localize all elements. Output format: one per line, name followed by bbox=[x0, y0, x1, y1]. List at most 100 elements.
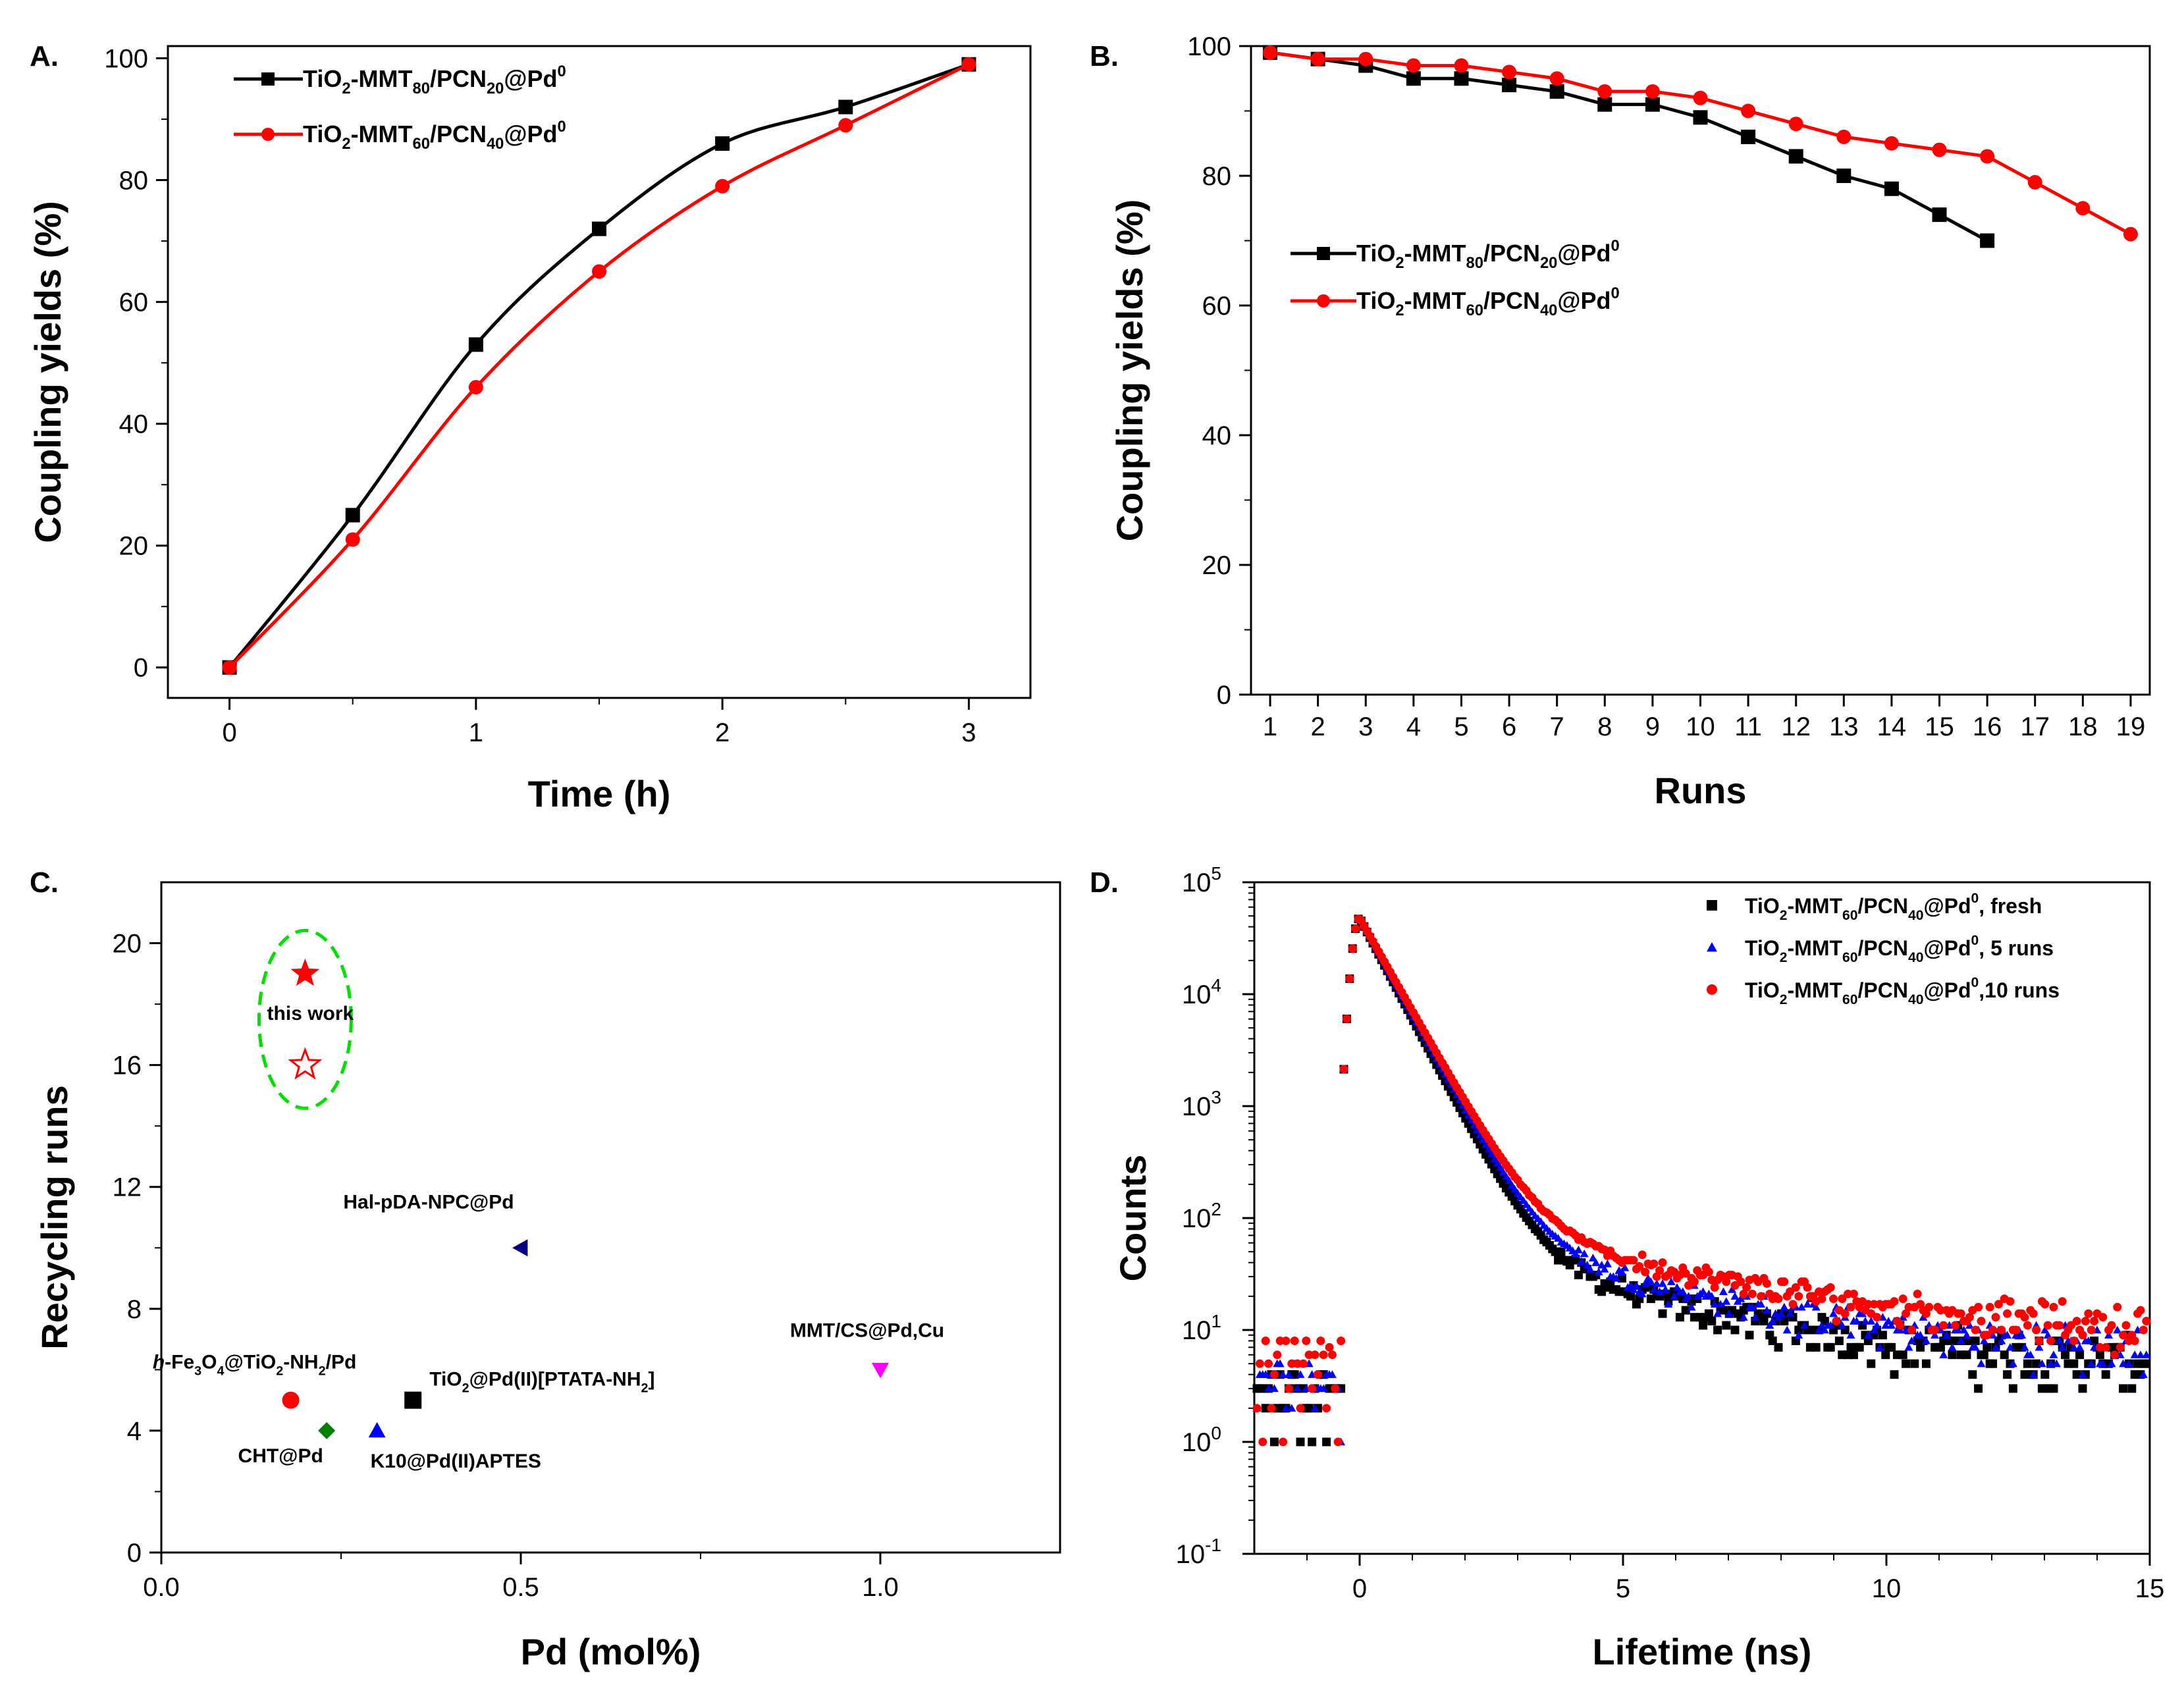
decay-point bbox=[1988, 1359, 1998, 1368]
decay-point bbox=[1591, 1258, 1601, 1266]
decay-point bbox=[2043, 1331, 2052, 1339]
decay-point bbox=[1855, 1342, 1864, 1352]
y-axis-title: Counts bbox=[1112, 1155, 1154, 1282]
decay-point bbox=[1791, 1283, 1800, 1292]
decay-point bbox=[1617, 1273, 1626, 1283]
x-tick-label: 19 bbox=[2116, 712, 2146, 741]
decay-point bbox=[1916, 1342, 1925, 1352]
decay-point bbox=[2008, 1384, 2017, 1393]
decay-point bbox=[1327, 1370, 1337, 1378]
decay-point bbox=[1921, 1359, 1931, 1368]
decay-point bbox=[1800, 1321, 1809, 1329]
decay-point bbox=[1557, 1247, 1566, 1256]
y-tick-label: 12 bbox=[113, 1173, 142, 1202]
point-label: Hal-pDA-NPC@Pd bbox=[343, 1191, 514, 1213]
x-tick-label: 14 bbox=[1877, 712, 1907, 741]
decay-point bbox=[2095, 1350, 2104, 1360]
y-tick-label: 8 bbox=[127, 1295, 142, 1324]
decay-point bbox=[1881, 1321, 1890, 1329]
decay-point bbox=[1620, 1263, 1630, 1271]
data-point bbox=[1502, 78, 1517, 93]
decay-point bbox=[1635, 1262, 1644, 1271]
decay-point bbox=[1979, 1336, 1988, 1344]
decay-point bbox=[1279, 1437, 1288, 1447]
decay-point bbox=[1811, 1302, 1821, 1311]
decay-point bbox=[2078, 1370, 2087, 1378]
decay-point bbox=[1577, 1257, 1586, 1265]
decay-point bbox=[2023, 1359, 2032, 1368]
legend-label: TiO2-MMT60/PCN40@Pd0 bbox=[1356, 284, 1620, 319]
decay-point bbox=[2049, 1384, 2058, 1393]
decay-point bbox=[1710, 1300, 1719, 1308]
decay-point bbox=[2006, 1342, 2015, 1351]
decay-point bbox=[2055, 1321, 2064, 1330]
decay-point bbox=[1950, 1336, 1959, 1345]
decay-point bbox=[2142, 1359, 2151, 1368]
decay-point bbox=[1594, 1267, 1603, 1276]
data-point bbox=[345, 508, 360, 523]
decay-point bbox=[1910, 1359, 1919, 1368]
decay-point bbox=[2017, 1331, 2027, 1339]
decay-point bbox=[2113, 1325, 2122, 1334]
decay-point bbox=[1956, 1336, 1965, 1344]
decay-point bbox=[1948, 1342, 1957, 1351]
decay-point bbox=[1626, 1292, 1636, 1301]
decay-point bbox=[2139, 1325, 2148, 1335]
data-point bbox=[592, 264, 606, 279]
decay-point bbox=[1675, 1313, 1684, 1322]
decay-point bbox=[1649, 1260, 1659, 1269]
decay-point bbox=[1834, 1336, 1844, 1345]
data-point bbox=[1836, 169, 1851, 183]
decay-point bbox=[2043, 1321, 2052, 1330]
x-tick-label: 16 bbox=[1973, 712, 2002, 741]
decay-point bbox=[1838, 1321, 1847, 1329]
decay-point bbox=[2008, 1359, 2017, 1368]
decay-point bbox=[1902, 1359, 1911, 1368]
decay-point bbox=[1913, 1289, 1922, 1298]
decay-point bbox=[2061, 1350, 2070, 1360]
decay-point bbox=[2040, 1325, 2050, 1334]
decay-point bbox=[2035, 1342, 2044, 1351]
decay-point bbox=[1881, 1350, 1890, 1360]
decay-point bbox=[1629, 1256, 1638, 1265]
y-tick-label: 102 bbox=[1182, 1199, 1221, 1233]
y-tick-label: 40 bbox=[119, 410, 149, 439]
decay-point bbox=[1817, 1321, 1826, 1329]
decay-point bbox=[1916, 1331, 1925, 1339]
decay-point bbox=[1655, 1287, 1665, 1295]
decay-point bbox=[2116, 1342, 2125, 1352]
decay-point bbox=[1739, 1289, 1748, 1298]
decay-point bbox=[1948, 1350, 1957, 1360]
decay-point bbox=[1269, 1370, 1279, 1379]
x-tick-label: 3 bbox=[961, 718, 976, 747]
x-tick-label: 0 bbox=[1352, 1574, 1367, 1603]
decay-point bbox=[1351, 924, 1360, 934]
decay-point bbox=[2127, 1384, 2137, 1393]
decay-point bbox=[2032, 1325, 2041, 1335]
decay-point bbox=[1252, 1404, 1262, 1413]
decay-point bbox=[1322, 1404, 1331, 1413]
decay-point bbox=[1904, 1342, 1913, 1351]
decay-point bbox=[1585, 1265, 1595, 1273]
decay-point bbox=[1921, 1336, 1931, 1344]
decay-point bbox=[2081, 1317, 2090, 1326]
x-tick-label: 9 bbox=[1645, 712, 1660, 741]
decay-point bbox=[1757, 1300, 1766, 1308]
decay-point bbox=[1296, 1404, 1305, 1413]
data-point bbox=[872, 1362, 889, 1379]
decay-point bbox=[1768, 1336, 1777, 1345]
decay-point bbox=[1890, 1370, 1899, 1379]
decay-point bbox=[1319, 1350, 1328, 1360]
y-tick-label: 100 bbox=[104, 45, 148, 74]
data-point bbox=[318, 1421, 336, 1439]
legend-label: TiO2-MMT60/PCN40@Pd0, fresh bbox=[1745, 891, 2042, 923]
point-label: TiO2@Pd(II)[PTATA-NH2] bbox=[429, 1369, 654, 1396]
decay-point bbox=[1322, 1437, 1331, 1447]
panel-label: D. bbox=[1090, 866, 1119, 899]
decay-point bbox=[2003, 1331, 2012, 1339]
data-point bbox=[1884, 181, 1899, 196]
x-tick-label: 4 bbox=[1406, 712, 1421, 741]
decay-point bbox=[1768, 1317, 1777, 1325]
decay-point bbox=[1751, 1313, 1760, 1321]
data-point bbox=[1597, 97, 1612, 112]
